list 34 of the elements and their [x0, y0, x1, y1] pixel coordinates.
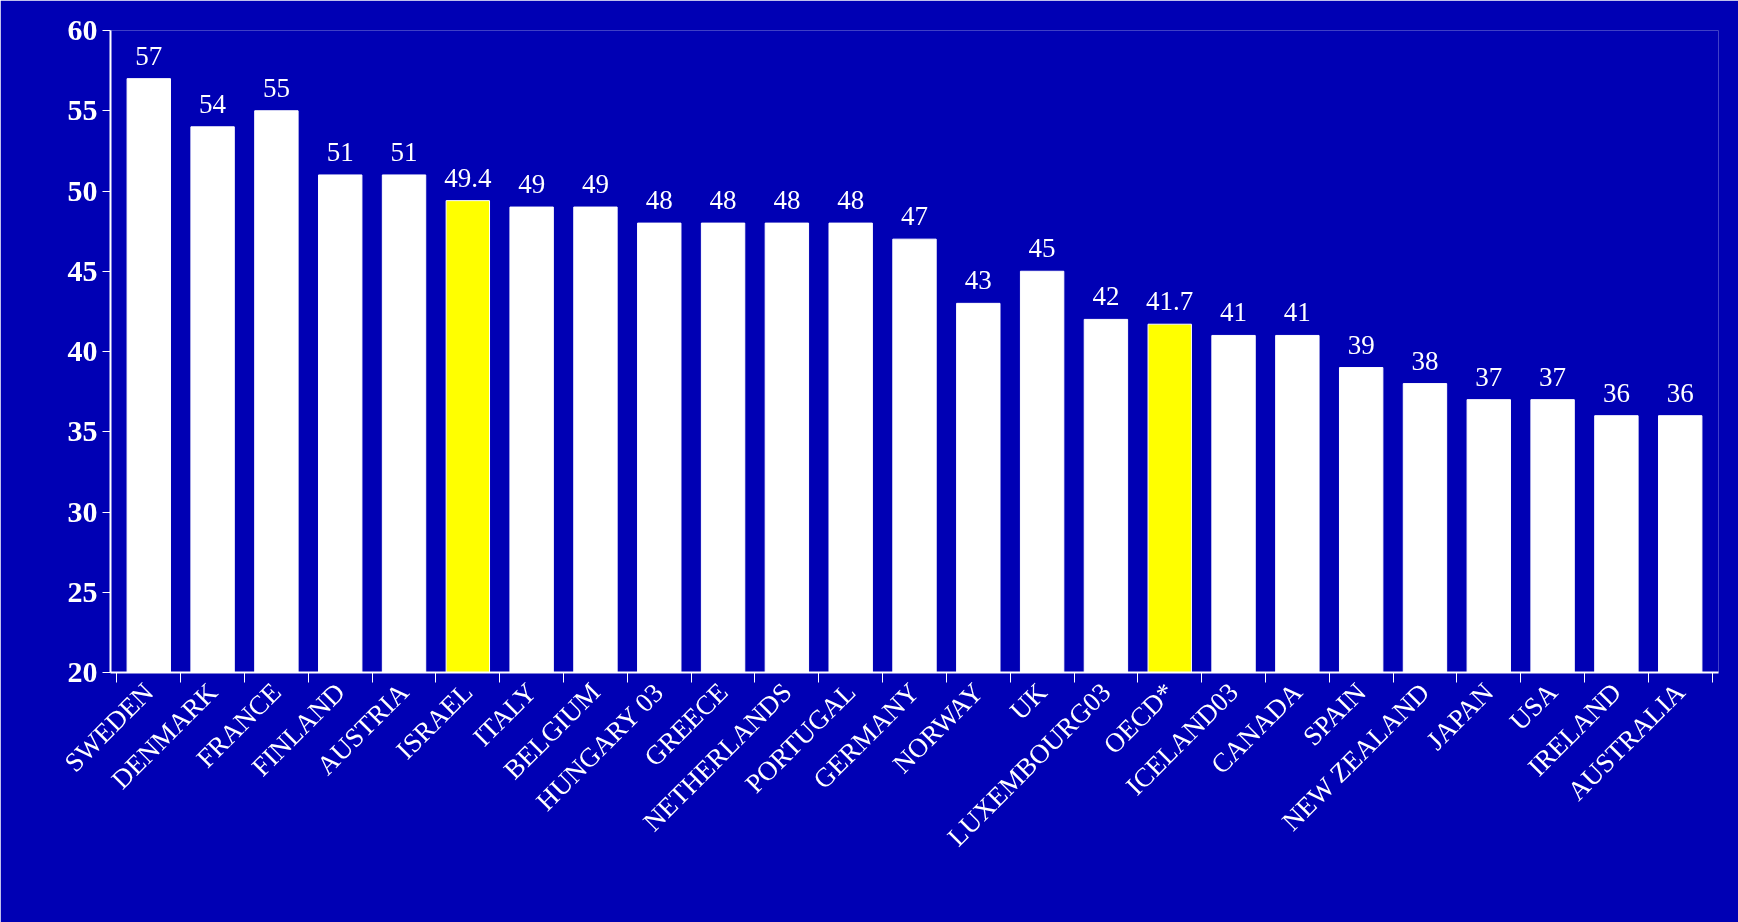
data-label: 47	[901, 201, 928, 232]
data-label: 51	[326, 136, 354, 167]
y-tick-label: 35	[67, 414, 98, 448]
data-label: 36	[1666, 377, 1694, 408]
data-label: 55	[262, 72, 290, 103]
data-label: 41.7	[1146, 286, 1194, 317]
data-label: 49.4	[444, 162, 492, 193]
data-label: 38	[1411, 345, 1439, 376]
data-label: 41	[1283, 297, 1311, 328]
data-label: 37	[1475, 361, 1503, 392]
data-label: 45	[1028, 233, 1056, 264]
y-tick-label: 40	[67, 334, 98, 367]
y-tick-label: 50	[67, 173, 98, 207]
data-label: 41	[1220, 297, 1248, 328]
data-label: 51	[390, 136, 418, 167]
data-label: 48	[837, 185, 865, 216]
data-label: 48	[709, 185, 737, 216]
data-label: 37	[1539, 361, 1567, 392]
data-label: 42	[1092, 281, 1120, 312]
data-label: 57	[135, 40, 163, 71]
data-label: 48	[773, 185, 801, 216]
data-label: 49	[518, 169, 546, 200]
data-label: 48	[645, 185, 673, 216]
data-label: 39	[1347, 329, 1375, 360]
y-tick-label: 20	[67, 655, 98, 688]
y-tick-label: 45	[67, 253, 98, 287]
data-label: 54	[199, 88, 227, 119]
data-label: 49	[581, 169, 609, 200]
y-tick-label: 60	[67, 13, 98, 46]
y-tick-label: 55	[67, 93, 98, 127]
data-label: 36	[1602, 377, 1630, 408]
y-tick-label: 30	[67, 494, 98, 528]
data-label: 43	[964, 265, 992, 296]
y-tick-label: 25	[67, 574, 98, 608]
